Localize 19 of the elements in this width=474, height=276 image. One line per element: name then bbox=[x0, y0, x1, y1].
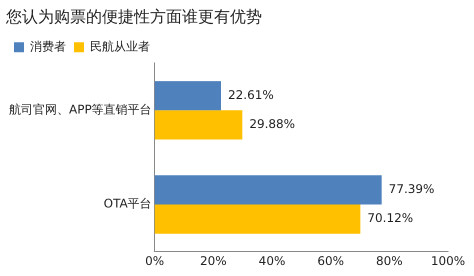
bar bbox=[154, 81, 221, 110]
data-label: 70.12% bbox=[367, 211, 414, 226]
bar bbox=[154, 110, 242, 140]
legend-label: 民航从业者 bbox=[90, 39, 150, 54]
x-tick-label: 80% bbox=[376, 254, 403, 268]
x-tick-label: 40% bbox=[258, 254, 286, 268]
bar bbox=[154, 175, 382, 204]
bar bbox=[154, 204, 360, 234]
y-tick-label: OTA平台 bbox=[104, 196, 152, 211]
x-tick-label: 60% bbox=[317, 254, 344, 268]
x-tick-label: 20% bbox=[200, 254, 227, 268]
x-tick-label: 0% bbox=[145, 254, 164, 268]
chart-title: 您认为购票的便捷性方面谁更有优势 bbox=[5, 6, 262, 26]
legend-label: 消费者 bbox=[30, 39, 66, 54]
y-tick-label: 航司官网、APP等直销平台 bbox=[8, 102, 152, 116]
data-label: 77.39% bbox=[388, 182, 434, 196]
data-label: 22.61% bbox=[228, 88, 274, 102]
data-label: 29.88% bbox=[249, 117, 296, 132]
x-tick-label: 100% bbox=[430, 254, 466, 268]
